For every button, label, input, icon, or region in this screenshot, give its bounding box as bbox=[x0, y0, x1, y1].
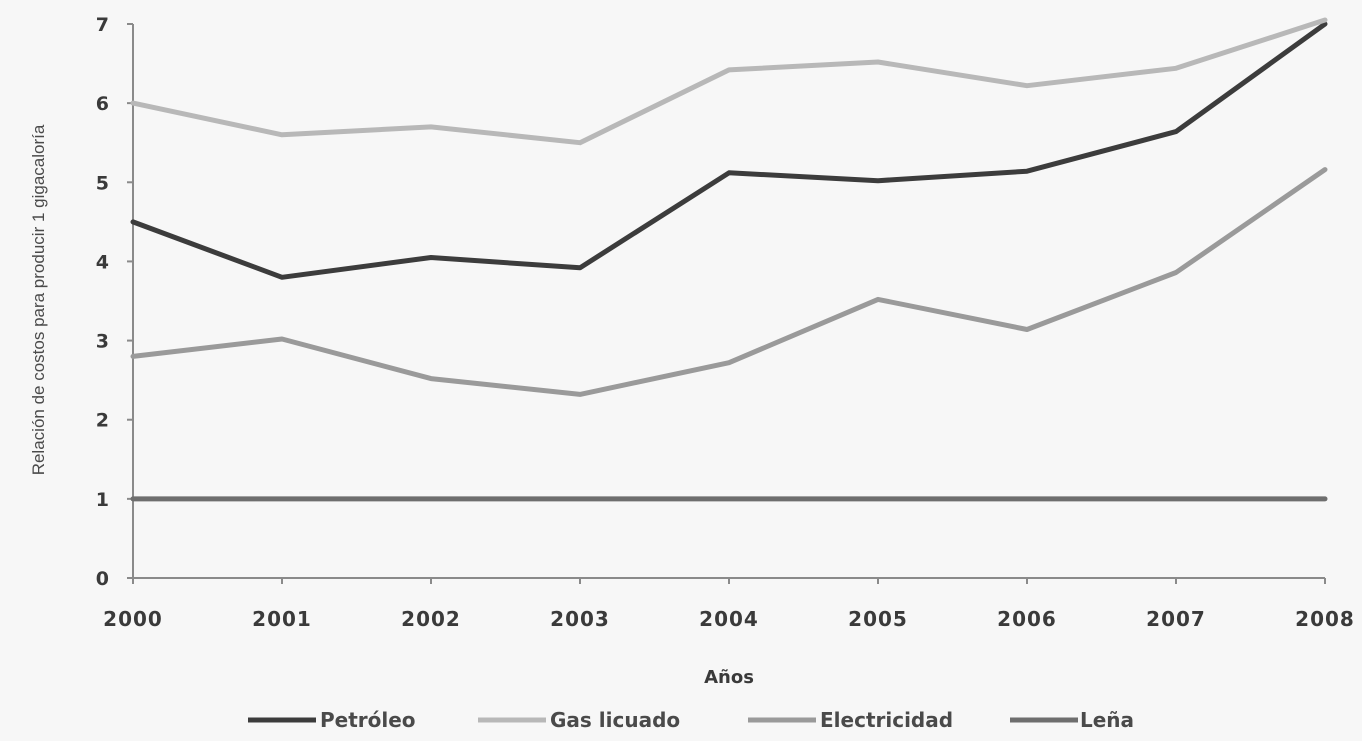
series-lines bbox=[130, 17, 1328, 502]
x-tick-label: 2002 bbox=[401, 607, 461, 631]
legend-label-3: Electricidad bbox=[820, 708, 953, 732]
x-tick-label: 2004 bbox=[699, 607, 759, 631]
y-tick-label: 0 bbox=[96, 568, 109, 590]
series-line-1 bbox=[130, 21, 1328, 280]
y-tick-label: 6 bbox=[96, 93, 109, 115]
y-tick-labels: 0 1 2 3 4 5 6 7 bbox=[96, 14, 133, 590]
y-tick-label: 3 bbox=[96, 331, 109, 353]
x-axis-title: Años bbox=[704, 667, 754, 688]
series-line-3 bbox=[130, 167, 1328, 397]
x-tick-label: 2007 bbox=[1146, 607, 1206, 631]
y-tick-label: 5 bbox=[96, 172, 109, 194]
x-tick-label: 2008 bbox=[1295, 607, 1355, 631]
y-tick-label: 4 bbox=[96, 251, 109, 273]
y-axis-title: Relación de costos para producir 1 gigac… bbox=[29, 124, 48, 475]
axes bbox=[132, 24, 1325, 579]
x-tick-label: 2000 bbox=[103, 607, 163, 631]
x-tick-label: 2003 bbox=[550, 607, 610, 631]
x-tick-label: 2005 bbox=[848, 607, 908, 631]
x-tick-label: 2001 bbox=[252, 607, 312, 631]
y-tick-label: 7 bbox=[96, 14, 109, 36]
legend: Petróleo Gas licuado Electricidad Leña bbox=[248, 708, 1134, 732]
series-line-2 bbox=[130, 17, 1328, 146]
legend-label-4: Leña bbox=[1080, 708, 1134, 732]
x-tick-label: 2006 bbox=[997, 607, 1057, 631]
x-tick-labels: 2000 2001 2002 2003 2004 2005 2006 2007 2008 bbox=[103, 578, 1355, 631]
y-tick-label: 1 bbox=[96, 489, 109, 511]
legend-label-1: Petróleo bbox=[320, 708, 416, 732]
legend-label-2: Gas licuado bbox=[550, 708, 680, 732]
y-tick-label: 2 bbox=[96, 410, 109, 432]
